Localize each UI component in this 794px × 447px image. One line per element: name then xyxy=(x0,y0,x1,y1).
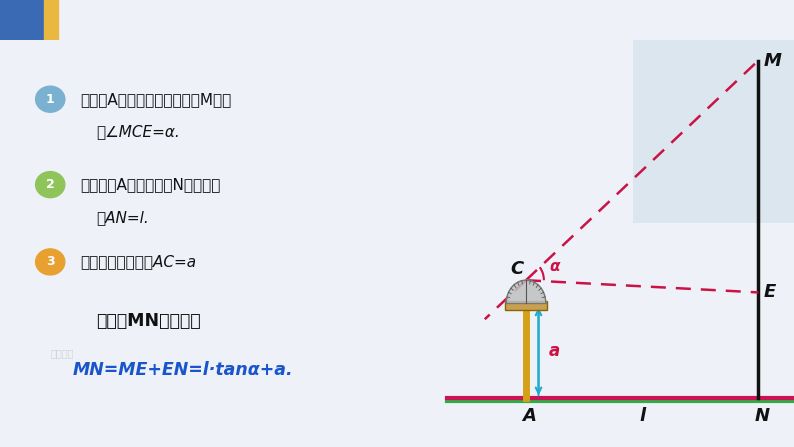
Text: E: E xyxy=(764,283,776,301)
Text: a: a xyxy=(549,342,560,360)
Circle shape xyxy=(36,86,65,112)
Text: M: M xyxy=(764,51,781,70)
Text: MN=ME+EN=l·tanα+a.: MN=ME+EN=l·tanα+a. xyxy=(73,361,294,379)
Text: 3: 3 xyxy=(46,255,55,268)
Text: 量出测倾器的高度AC=a: 量出测倾器的高度AC=a xyxy=(80,254,196,270)
Text: 1: 1 xyxy=(46,93,55,105)
Text: N: N xyxy=(754,408,770,426)
Polygon shape xyxy=(507,280,545,303)
Text: 为想奋斗: 为想奋斗 xyxy=(50,349,74,358)
Text: 量出测点A到物体底部N的水平距: 量出测点A到物体底部N的水平距 xyxy=(80,177,220,192)
Text: l: l xyxy=(639,408,646,426)
Bar xyxy=(0,0,44,40)
Circle shape xyxy=(36,249,65,275)
Text: 2: 2 xyxy=(46,178,55,191)
Text: 角∠MCE=α.: 角∠MCE=α. xyxy=(96,124,179,139)
Circle shape xyxy=(36,172,65,198)
Bar xyxy=(505,300,548,309)
Text: 离AN=l.: 离AN=l. xyxy=(96,210,148,225)
Text: α: α xyxy=(549,259,560,274)
Text: 在测点A处安置测倾器，测得M的仰: 在测点A处安置测倾器，测得M的仰 xyxy=(80,92,231,107)
Polygon shape xyxy=(634,40,794,223)
Text: A: A xyxy=(522,408,536,426)
Text: 可求出MN的高度：: 可求出MN的高度： xyxy=(96,312,201,330)
Text: C: C xyxy=(510,260,523,278)
Bar xyxy=(44,0,58,40)
